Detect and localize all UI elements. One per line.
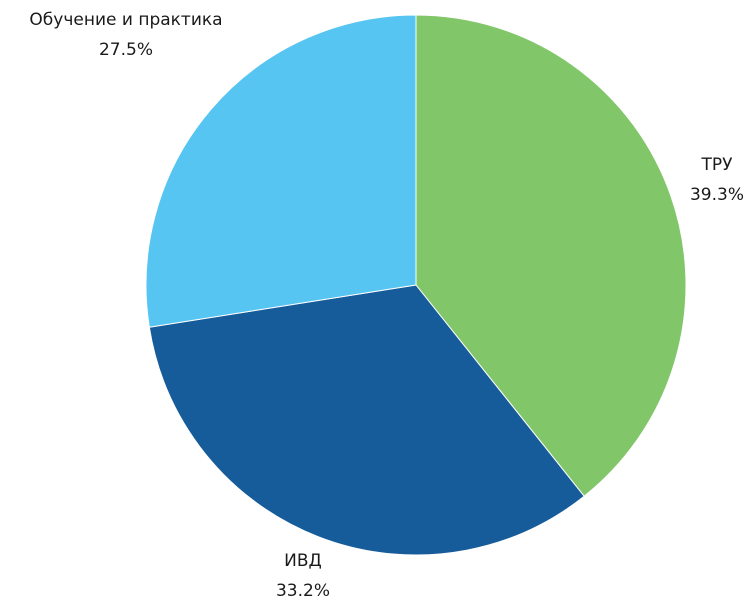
- pie-slice-ivd: [148, 284, 585, 556]
- slice-label-ivd-value: 33.2%: [275, 581, 330, 601]
- slice-label-tru-value: 39.3%: [689, 185, 744, 205]
- slice-label-ivd: ИВД 33.2%: [253, 546, 353, 606]
- slice-label-training-value: 27.5%: [98, 40, 153, 60]
- slice-label-ivd-name: ИВД: [284, 551, 322, 571]
- pie-slices: [145, 14, 687, 556]
- slice-label-tru-name: ТРУ: [701, 155, 733, 175]
- slice-label-training: Обучение и практика 27.5%: [0, 5, 252, 65]
- slice-label-training-name: Обучение и практика: [29, 10, 223, 30]
- slice-label-tru: ТРУ 39.3%: [672, 150, 748, 210]
- pie-slice-tru: [415, 14, 687, 497]
- pie-slice-training: [145, 14, 417, 328]
